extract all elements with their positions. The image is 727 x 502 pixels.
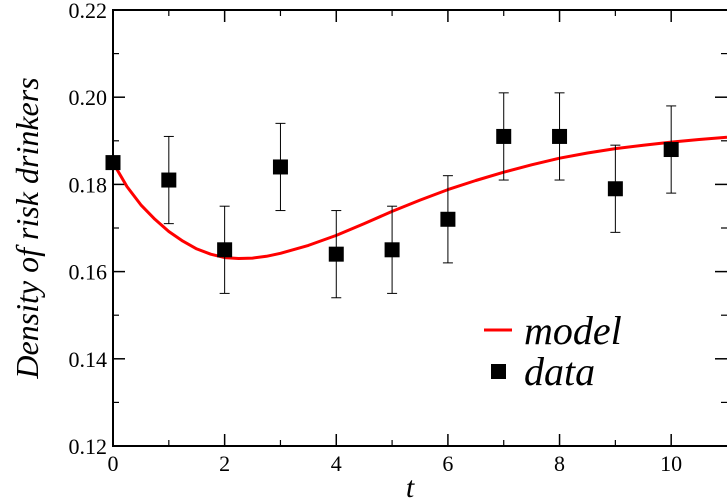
x-axis: 0 2 4 6 8 10	[108, 10, 682, 476]
x-tick-label: 8	[554, 451, 565, 476]
model-series	[111, 135, 727, 260]
legend-model-label: model	[524, 308, 622, 353]
y-tick-label: 0.12	[69, 434, 108, 459]
legend: model data	[484, 308, 622, 394]
y-axis-title: Density of risk drinkers	[9, 77, 45, 379]
plot-area	[112, 9, 727, 447]
data-point	[440, 211, 456, 227]
data-point	[105, 155, 121, 171]
data-point	[161, 172, 177, 188]
data-point	[272, 159, 288, 175]
data-point	[663, 142, 679, 158]
y-tick-label: 0.20	[69, 85, 108, 110]
y-axis: 0.12 0.14 0.16 0.18 0.20 0.22	[69, 0, 727, 459]
data-point	[328, 246, 344, 262]
model-line	[111, 135, 727, 260]
data-point	[607, 181, 623, 197]
data-point	[552, 128, 568, 144]
x-tick-label: 10	[660, 451, 682, 476]
y-tick-label: 0.22	[69, 0, 108, 23]
x-tick-label: 4	[331, 451, 342, 476]
plot-frame	[112, 9, 727, 447]
legend-data-label: data	[524, 349, 595, 394]
x-tick-label: 6	[442, 451, 453, 476]
y-tick-label: 0.16	[69, 260, 108, 285]
data-point	[496, 128, 512, 144]
x-axis-title: t	[406, 471, 415, 502]
legend-data-swatch	[491, 364, 506, 379]
y-tick-label: 0.14	[69, 347, 108, 372]
x-tick-label: 0	[108, 451, 119, 476]
data-series	[105, 92, 679, 299]
x-tick-label: 2	[219, 451, 230, 476]
data-point	[384, 242, 400, 258]
data-point	[217, 242, 233, 258]
y-tick-label: 0.18	[69, 172, 108, 197]
